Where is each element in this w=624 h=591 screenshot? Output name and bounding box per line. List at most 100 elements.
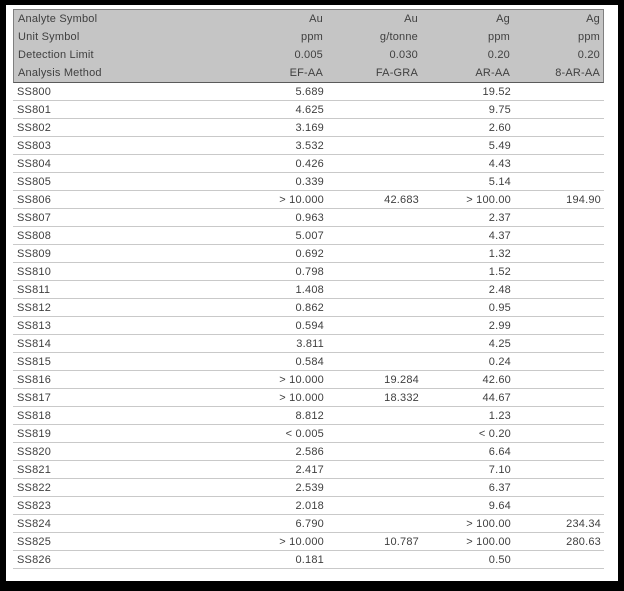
sample-id-cell: SS823 xyxy=(17,499,52,512)
table-row: SS802 3.169 2.60 xyxy=(13,119,604,137)
value-cell: 280.63 xyxy=(566,535,601,548)
table-row: SS823 2.018 9.64 xyxy=(13,497,604,515)
value-cell: 0.24 xyxy=(488,355,511,368)
table-row: SS824 6.790 > 100.00 234.34 xyxy=(13,515,604,533)
value-cell: 2.60 xyxy=(488,121,511,134)
value-cell: 7.10 xyxy=(488,463,511,476)
value-cell: 234.34 xyxy=(566,517,601,530)
header-value-cell: ppm xyxy=(301,31,323,43)
table-row: SS818 8.812 1.23 xyxy=(13,407,604,425)
header-value-cell: 0.030 xyxy=(389,49,418,61)
sample-id-cell: SS801 xyxy=(17,103,52,116)
table-row: SS816 > 10.000 19.284 42.60 xyxy=(13,371,604,389)
table-row: SS810 0.798 1.52 xyxy=(13,263,604,281)
sample-id-cell: SS808 xyxy=(17,229,52,242)
value-cell: 4.37 xyxy=(488,229,511,242)
sample-id-cell: SS805 xyxy=(17,175,52,188)
value-cell: 5.49 xyxy=(488,139,511,152)
value-cell: 19.52 xyxy=(482,85,511,98)
table-row: SS803 3.532 5.49 xyxy=(13,137,604,155)
value-cell: 0.692 xyxy=(295,247,324,260)
table-row: SS813 0.594 2.99 xyxy=(13,317,604,335)
value-cell: < 0.005 xyxy=(285,427,324,440)
sample-id-cell: SS816 xyxy=(17,373,52,386)
value-cell: 3.811 xyxy=(296,337,324,350)
header-value-cell: ppm xyxy=(578,31,600,43)
value-cell: 0.963 xyxy=(295,211,324,224)
header-value-cell: g/tonne xyxy=(379,31,418,43)
header-value-cell: 8-AR-AA xyxy=(555,67,600,79)
header-value-cell: 0.20 xyxy=(577,49,600,61)
sample-id-cell: SS815 xyxy=(17,355,52,368)
sample-id-cell: SS810 xyxy=(17,265,52,278)
table-row: SS820 2.586 6.64 xyxy=(13,443,604,461)
value-cell: 9.75 xyxy=(488,103,511,116)
header-value-cell: 0.20 xyxy=(487,49,510,61)
value-cell: > 100.00 xyxy=(466,517,511,530)
table-row: SS822 2.539 6.37 xyxy=(13,479,604,497)
header-value-cell: FA-GRA xyxy=(375,67,418,79)
sample-id-cell: SS802 xyxy=(17,121,52,134)
value-cell: 0.95 xyxy=(488,301,511,314)
header-value-cell: EF-AA xyxy=(289,67,323,79)
value-cell: 0.339 xyxy=(295,175,324,188)
header-value-cell: ppm xyxy=(488,31,510,43)
value-cell: > 10.000 xyxy=(279,535,324,548)
sample-id-cell: SS811 xyxy=(17,283,51,296)
value-cell: 0.426 xyxy=(295,157,324,170)
value-cell: > 100.00 xyxy=(466,193,511,206)
sample-id-cell: SS800 xyxy=(17,85,52,98)
value-cell: 18.332 xyxy=(384,391,419,404)
value-cell: > 100.00 xyxy=(466,535,511,548)
value-cell: 19.284 xyxy=(384,373,419,386)
table-row: SS812 0.862 0.95 xyxy=(13,299,604,317)
value-cell: 5.689 xyxy=(295,85,324,98)
value-cell: 5.007 xyxy=(295,229,324,242)
value-cell: 6.790 xyxy=(295,517,324,530)
header-value-cell: 0.005 xyxy=(294,49,323,61)
sample-id-cell: SS812 xyxy=(17,301,52,314)
value-cell: 3.169 xyxy=(295,121,324,134)
sample-id-cell: SS803 xyxy=(17,139,52,152)
table-body: SS800 5.689 19.52 SS801 4.625 9.75 SS802… xyxy=(13,83,604,569)
value-cell: 2.37 xyxy=(488,211,511,224)
sample-id-cell: SS822 xyxy=(17,481,52,494)
header-value-cell: Au xyxy=(404,13,418,25)
value-cell: 4.25 xyxy=(488,337,511,350)
assay-results-table: Analyte Symbol Au Au Ag Ag Unit Symbol p… xyxy=(6,5,618,581)
value-cell: 0.584 xyxy=(295,355,324,368)
value-cell: 2.018 xyxy=(295,499,324,512)
value-cell: 0.50 xyxy=(488,553,511,566)
value-cell: 10.787 xyxy=(384,535,419,548)
value-cell: 6.37 xyxy=(488,481,511,494)
header-row-label: Detection Limit xyxy=(18,49,94,61)
table-row: SS826 0.181 0.50 xyxy=(13,551,604,569)
table-row: SS819 < 0.005 < 0.20 xyxy=(13,425,604,443)
header-value-cell: AR-AA xyxy=(475,67,510,79)
table-row: SS800 5.689 19.52 xyxy=(13,83,604,101)
table-row: SS807 0.963 2.37 xyxy=(13,209,604,227)
value-cell: 42.683 xyxy=(384,193,419,206)
table-header: Analyte Symbol Au Au Ag Ag Unit Symbol p… xyxy=(13,9,604,83)
sample-id-cell: SS809 xyxy=(17,247,52,260)
sample-id-cell: SS826 xyxy=(17,553,52,566)
value-cell: > 10.000 xyxy=(279,391,324,404)
table-row: SS808 5.007 4.37 xyxy=(13,227,604,245)
value-cell: 6.64 xyxy=(488,445,511,458)
table-row: SS811 1.408 2.48 xyxy=(13,281,604,299)
value-cell: 2.586 xyxy=(295,445,324,458)
value-cell: 9.64 xyxy=(488,499,511,512)
value-cell: 8.812 xyxy=(295,409,324,422)
header-row: Unit Symbol ppm g/tonne ppm ppm xyxy=(14,28,603,46)
value-cell: 2.539 xyxy=(295,481,324,494)
sample-id-cell: SS824 xyxy=(17,517,52,530)
sample-id-cell: SS804 xyxy=(17,157,52,170)
header-value-cell: Ag xyxy=(586,13,600,25)
table-row: SS817 > 10.000 18.332 44.67 xyxy=(13,389,604,407)
header-value-cell: Au xyxy=(309,13,323,25)
value-cell: 4.625 xyxy=(295,103,324,116)
sample-id-cell: SS819 xyxy=(17,427,52,440)
table-row: SS809 0.692 1.32 xyxy=(13,245,604,263)
value-cell: 2.99 xyxy=(488,319,511,332)
